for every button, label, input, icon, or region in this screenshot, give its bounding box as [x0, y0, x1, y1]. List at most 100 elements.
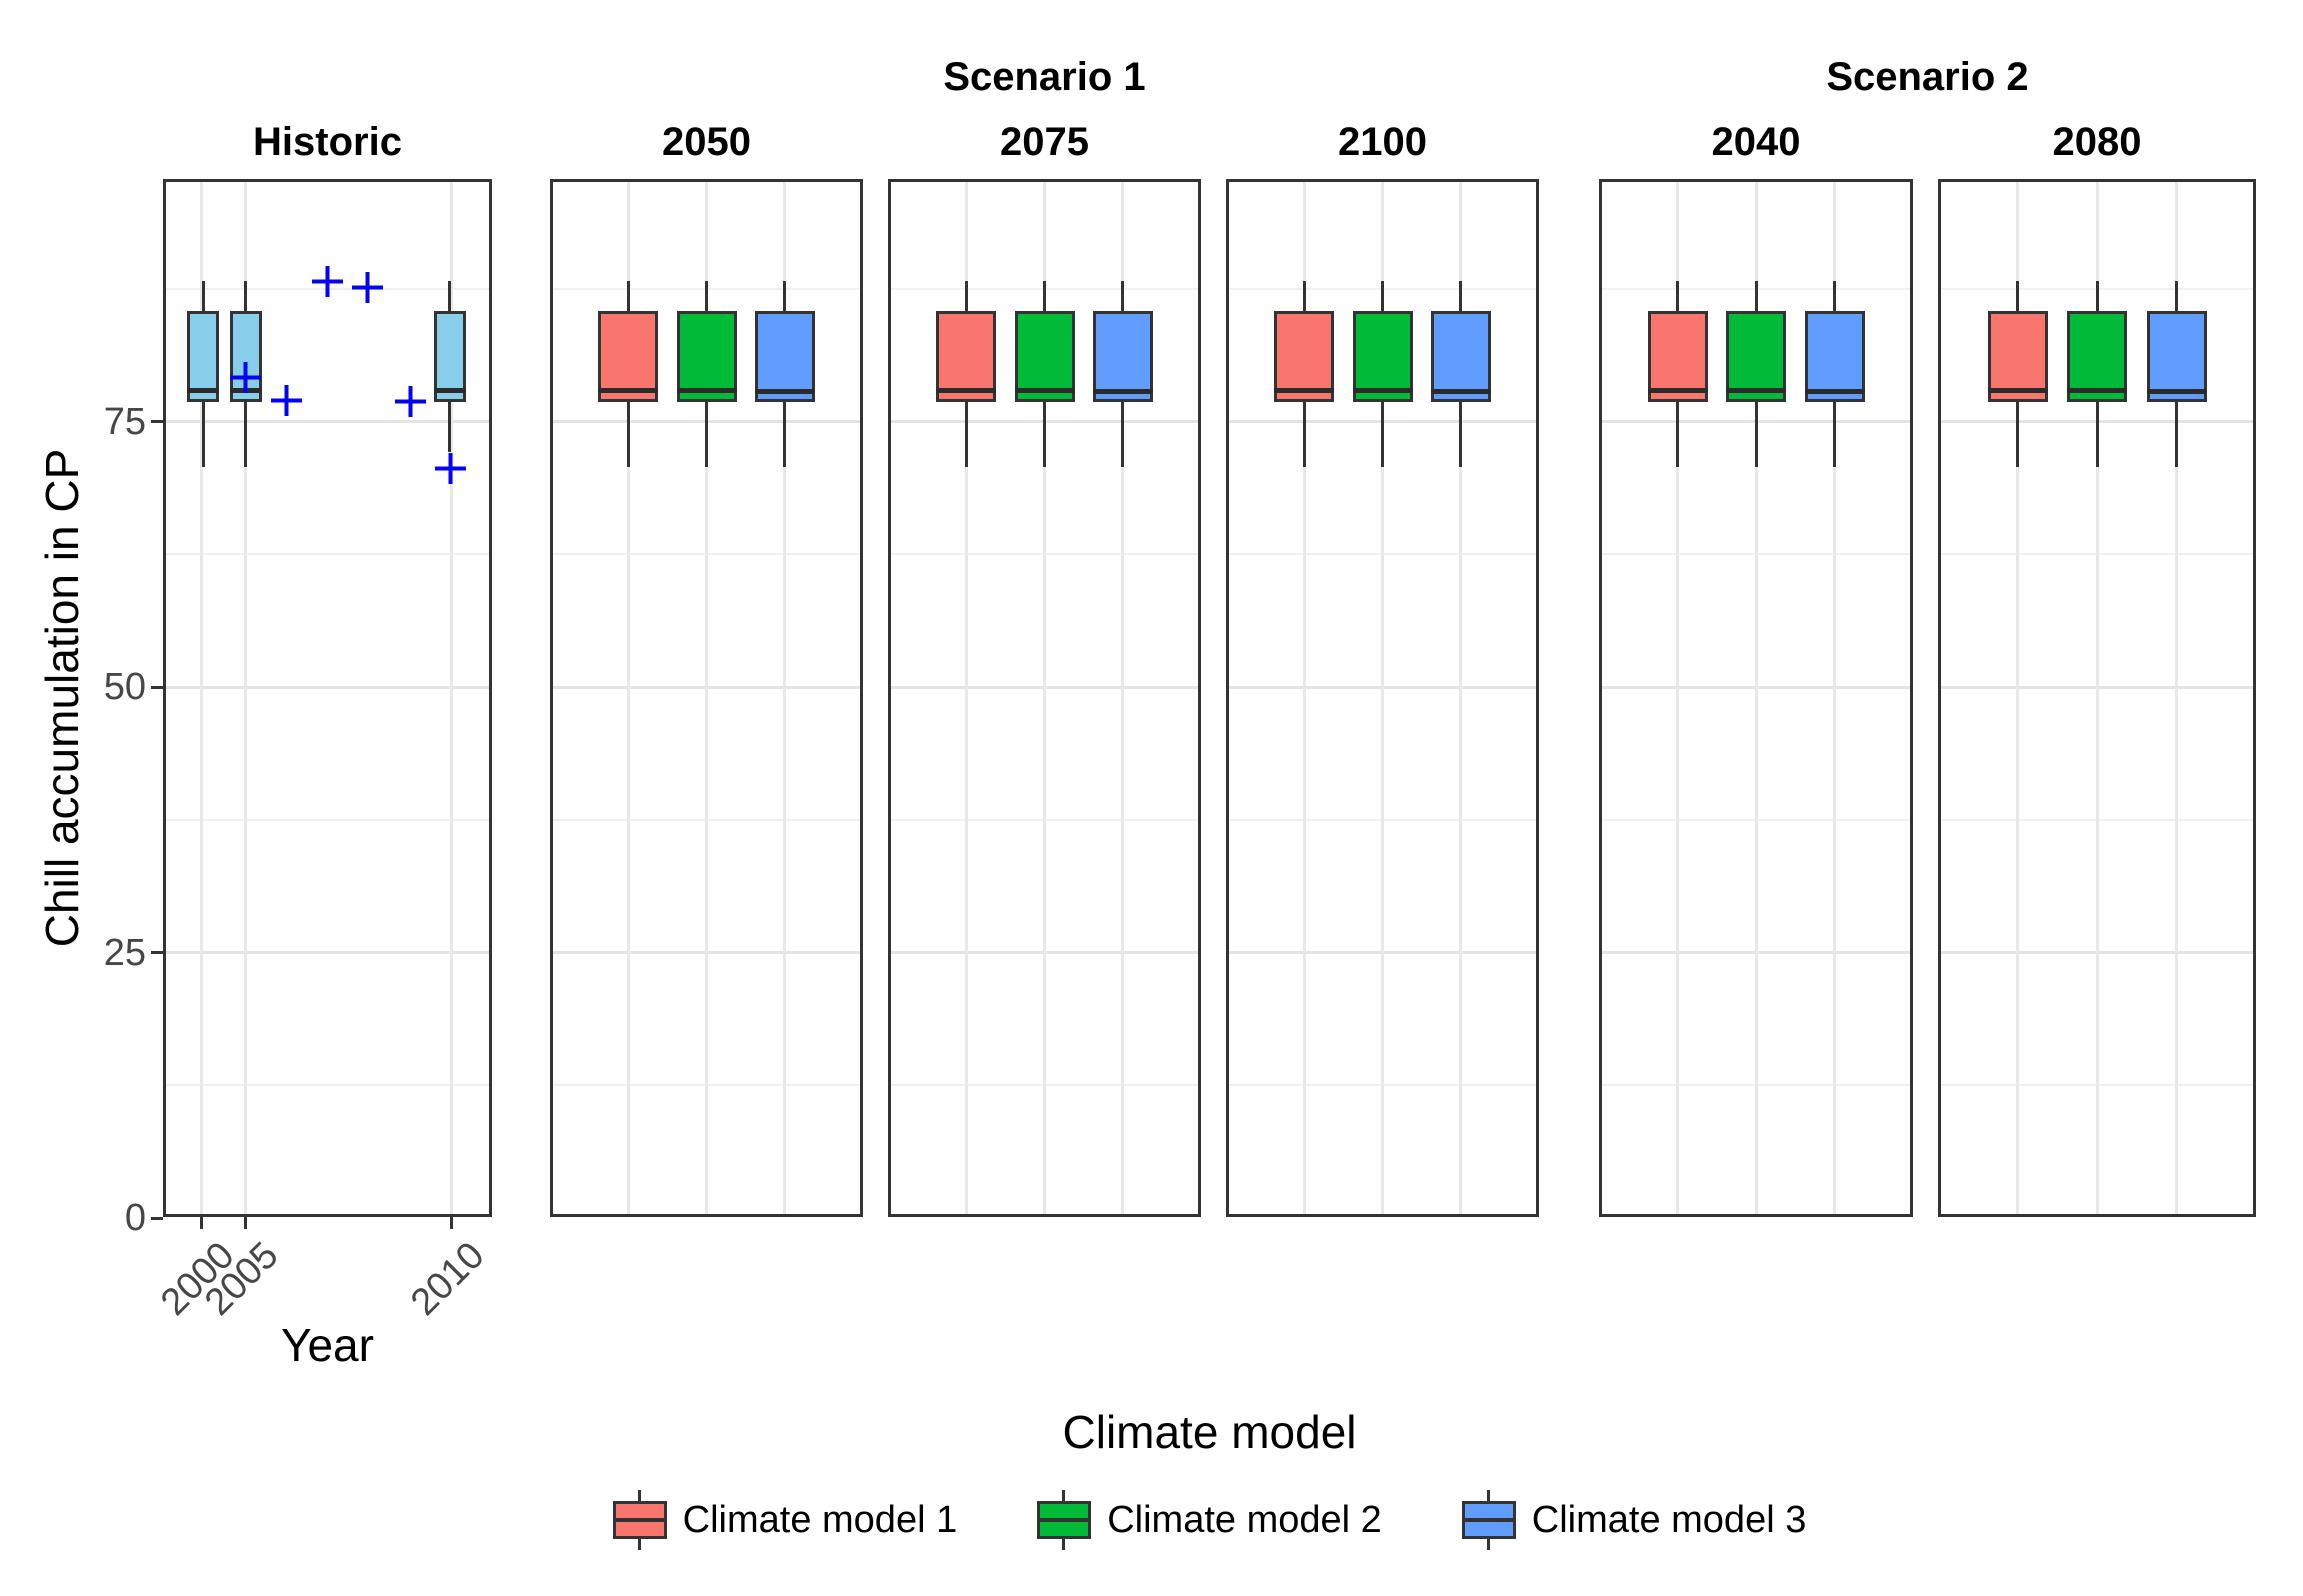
boxplot-box-historic	[187, 311, 220, 403]
facet-panel-2080	[1938, 179, 2256, 1217]
whisker-lower	[244, 402, 248, 468]
x-axis-tick	[450, 1217, 454, 1229]
gridline-minor	[163, 1084, 492, 1087]
whisker-lower	[1302, 402, 1306, 468]
whisker-upper	[2016, 281, 2019, 312]
x-axis-tick	[200, 1217, 204, 1229]
boxplot-box-climate-model-2	[676, 311, 737, 403]
data-point-plus-icon	[394, 385, 426, 417]
legend-items: Climate model 1 Climate model 2	[163, 1479, 2256, 1561]
boxplot-box-climate-model-3	[754, 311, 815, 403]
whisker-upper	[1302, 281, 1306, 312]
facet-group-label-scenario-2: Scenario 2	[1826, 55, 2029, 99]
whisker-lower	[964, 402, 968, 468]
legend-item: Climate model 2	[1037, 1479, 1382, 1561]
median-line	[1352, 388, 1413, 394]
legend-item: Climate model 1	[612, 1479, 957, 1561]
data-point-plus-icon	[230, 362, 262, 394]
y-axis-tick	[151, 420, 163, 423]
whisker-upper	[1754, 281, 1758, 312]
boxplot-key-icon	[612, 1479, 667, 1561]
whisker-lower	[626, 402, 630, 468]
facet-label-2100: 2100	[1338, 120, 1427, 164]
gridline-vertical	[1121, 179, 1125, 1217]
gridline-vertical	[705, 179, 708, 1217]
y-axis-tick-label: 0	[124, 1197, 146, 1239]
median-line	[1804, 389, 1865, 395]
median-line	[1092, 389, 1153, 395]
legend-title: Climate model	[1062, 1406, 1357, 1458]
y-axis-tick	[151, 951, 163, 954]
median-line	[2067, 388, 2127, 394]
boxplot-box-climate-model-3	[1092, 311, 1153, 403]
whisker-upper	[1676, 281, 1679, 312]
boxplot-box-climate-model-1	[936, 311, 997, 403]
whisker-upper	[201, 281, 205, 312]
facet-label-2050: 2050	[662, 120, 751, 164]
median-line	[187, 388, 220, 394]
median-line	[1987, 388, 2048, 394]
whisker-lower	[705, 402, 708, 468]
key-whisker	[1062, 1539, 1066, 1550]
gridline-major	[163, 420, 492, 423]
y-axis-tick-label: 50	[103, 666, 146, 708]
legend: Climate model Climate model 1 Clim	[163, 1405, 2256, 1561]
gridline-vertical	[1043, 179, 1046, 1217]
whisker-upper	[244, 281, 248, 312]
gridline-vertical	[1833, 179, 1836, 1217]
whisker-lower	[2016, 402, 2019, 468]
boxplot-box-climate-model-3	[2146, 311, 2207, 403]
key-median	[612, 1518, 667, 1522]
key-whisker	[1486, 1490, 1490, 1501]
gridline-vertical	[1676, 179, 1679, 1217]
gridline-vertical	[1459, 179, 1463, 1217]
x-axis-tick	[244, 1217, 248, 1229]
whisker-lower	[448, 402, 452, 453]
boxplot-box-climate-model-1	[1647, 311, 1708, 403]
data-point-plus-icon	[311, 265, 343, 297]
median-line	[1726, 388, 1786, 394]
facet-panel-2050	[550, 179, 863, 1217]
key-whisker	[1062, 1490, 1066, 1501]
legend-item: Climate model 3	[1461, 1479, 1806, 1561]
boxplot-box-historic	[433, 311, 466, 403]
facet-label-historic: Historic	[253, 120, 402, 164]
median-line	[676, 388, 737, 394]
boxplot-key-icon	[1037, 1479, 1092, 1561]
boxplot-box-climate-model-3	[1430, 311, 1491, 403]
whisker-upper	[1833, 281, 1836, 312]
whisker-lower	[1121, 402, 1125, 468]
boxplot-box-climate-model-1	[1274, 311, 1335, 403]
gridline-vertical	[2016, 179, 2019, 1217]
gridline-vertical	[783, 179, 787, 1217]
key-whisker	[637, 1490, 641, 1501]
whisker-lower	[1754, 402, 1758, 468]
whisker-upper	[1381, 281, 1384, 312]
key-median	[1037, 1518, 1092, 1522]
boxplot-box-climate-model-2	[2067, 311, 2127, 403]
whisker-lower	[1459, 402, 1463, 468]
x-axis-tick-label: 2010	[403, 1234, 493, 1324]
gridline-vertical	[964, 179, 968, 1217]
whisker-lower	[1833, 402, 1836, 468]
boxplot-box-climate-model-2	[1726, 311, 1786, 403]
facet-group-label-scenario-1: Scenario 1	[943, 55, 1146, 99]
whisker-upper	[2095, 281, 2099, 312]
median-line	[754, 389, 815, 395]
gridline-vertical	[626, 179, 630, 1217]
facet-label-2040: 2040	[1711, 120, 1801, 164]
median-line	[2146, 389, 2207, 395]
whisker-lower	[783, 402, 787, 468]
gridline-minor	[163, 818, 492, 821]
data-point-plus-icon	[435, 452, 467, 484]
whisker-upper	[964, 281, 968, 312]
median-line	[433, 388, 466, 394]
facet-label-2080: 2080	[2052, 120, 2142, 164]
whisker-upper	[448, 281, 452, 312]
whisker-lower	[1676, 402, 1679, 468]
gridline-vertical	[2095, 179, 2099, 1217]
facet-panel-2100	[1226, 179, 1539, 1217]
whisker-upper	[783, 281, 787, 312]
whisker-upper	[705, 281, 708, 312]
